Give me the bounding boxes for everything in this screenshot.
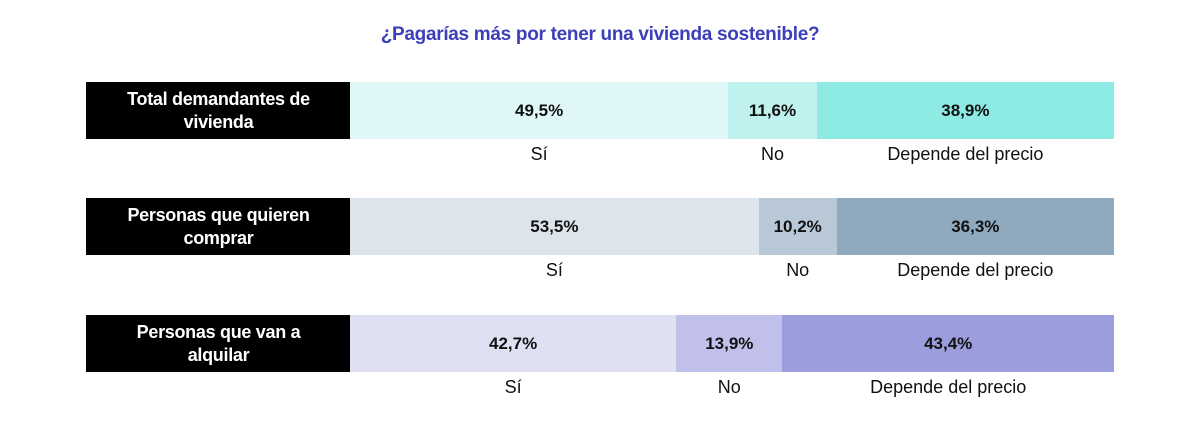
data-label: 13,9% [705,333,754,353]
row-label: Total demandantes de vivienda [86,82,351,139]
bar-segment: 36,3% [836,198,1114,255]
category-label: No [786,260,810,280]
bar-segment: 10,2% [758,198,837,255]
category-label: Sí [545,260,563,280]
bar-row: Personas que van a alquilar 42,7% 13,9% 43,… [86,315,1114,397]
data-label: 36,3% [951,216,1000,236]
category-label: Sí [504,377,522,397]
category-label: Depende del precio [897,260,1054,280]
row-label-text: Total demandantes de vivienda [127,89,310,132]
category-label: No [717,377,741,397]
row-label: Personas que van a alquilar [86,315,351,372]
data-label: 43,4% [924,333,973,353]
category-label: No [760,144,784,164]
category-labels: Sí No Depende del precio [350,260,1114,284]
category-label: Depende del precio [870,377,1027,397]
bar-segment: 13,9% [676,315,783,372]
category-labels: Sí No Depende del precio [350,144,1114,168]
data-label: 10,2% [773,216,822,236]
stacked-bar: 53,5% 10,2% 36,3% [350,198,1114,255]
data-label: 49,5% [514,100,564,120]
data-label: 38,9% [941,100,990,120]
chart-title: ¿Pagarías más por tener una vivienda sos… [380,24,820,45]
row-label: Personas que quieren comprar [86,198,351,255]
stacked-bar: 49,5% 11,6% 38,9% [350,82,1114,139]
bar-segment: 49,5% [350,82,729,139]
bar-segment: 43,4% [782,315,1114,372]
row-label-text: Personas que van a alquilar [136,322,301,365]
bar-row: Total demandantes de vivienda 49,5% 11,6% 3… [86,82,1114,164]
category-label: Depende del precio [887,144,1044,164]
category-labels: Sí No Depende del precio [350,377,1114,401]
data-label: 11,6% [748,100,797,120]
stacked-bar: 42,7% 13,9% 43,4% [350,315,1114,372]
bar-segment: 38,9% [816,82,1114,139]
bar-segment: 42,7% [350,315,677,372]
data-label: 53,5% [530,216,579,236]
data-label: 42,7% [489,333,538,353]
bar-row: Personas que quieren comprar 53,5% 10,2% 36… [86,198,1114,280]
bar-segment: 53,5% [350,198,759,255]
row-label-text: Personas que quieren comprar [127,205,310,248]
bar-segment: 11,6% [728,82,817,139]
category-label: Sí [530,144,548,164]
